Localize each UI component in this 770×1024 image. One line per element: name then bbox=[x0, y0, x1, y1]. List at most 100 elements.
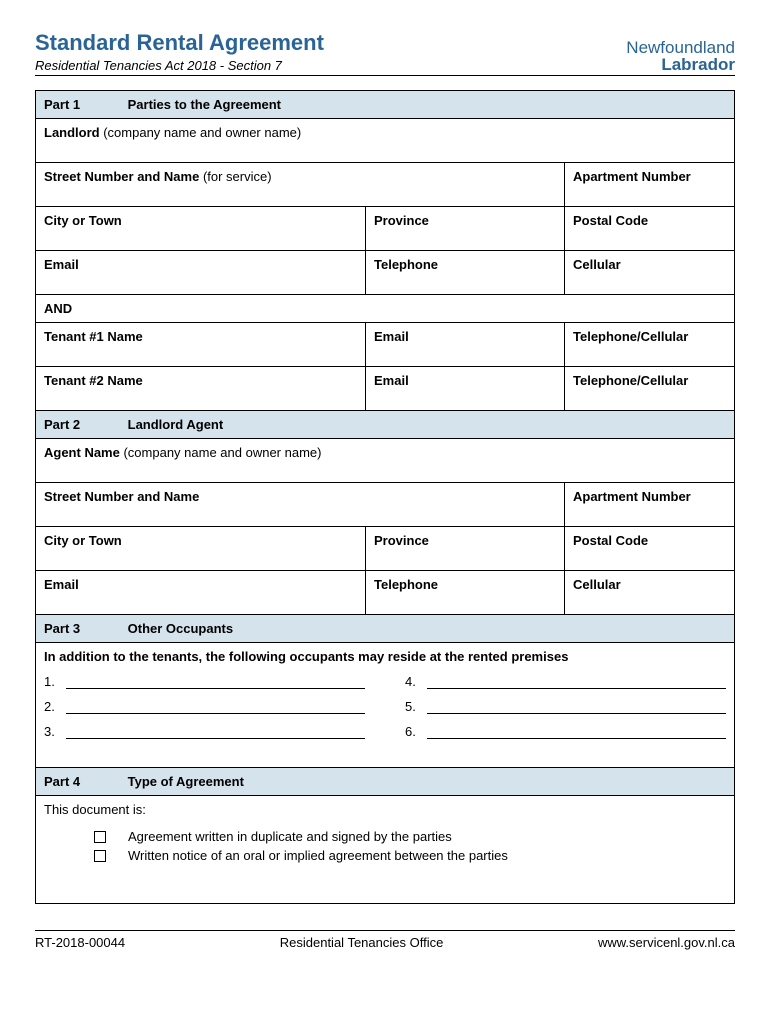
cellular-label: Cellular bbox=[573, 257, 621, 272]
subtitle: Residential Tenancies Act 2018 - Section… bbox=[35, 58, 324, 73]
form-table: Part 1 Parties to the Agreement Landlord… bbox=[35, 90, 735, 904]
part3-header: Part 3 Other Occupants bbox=[36, 615, 735, 643]
agent-postal-label: Postal Code bbox=[573, 533, 648, 548]
tenant2-phone-label: Telephone/Cellular bbox=[573, 373, 688, 388]
logo: Newfoundland Labrador bbox=[626, 39, 735, 73]
agent-hint: (company name and owner name) bbox=[120, 445, 322, 460]
telephone-label: Telephone bbox=[374, 257, 438, 272]
occ-num-1: 1. bbox=[44, 674, 58, 689]
postal-label: Postal Code bbox=[573, 213, 648, 228]
agent-postal-field[interactable]: Postal Code bbox=[565, 527, 735, 571]
occ-underline-1 bbox=[66, 675, 365, 689]
occ-num-5: 5. bbox=[405, 699, 419, 714]
agent-email-label: Email bbox=[44, 577, 79, 592]
part1-label: Part 1 bbox=[44, 97, 124, 112]
agreement-options: Agreement written in duplicate and signe… bbox=[44, 829, 726, 863]
part3-title: Other Occupants bbox=[128, 621, 233, 636]
agent-city-label: City or Town bbox=[44, 533, 122, 548]
apartment-field[interactable]: Apartment Number bbox=[565, 163, 735, 207]
tenant1-name-field[interactable]: Tenant #1 Name bbox=[36, 323, 366, 367]
agent-city-field[interactable]: City or Town bbox=[36, 527, 366, 571]
landlord-hint: (company name and owner name) bbox=[100, 125, 302, 140]
agent-telephone-field[interactable]: Telephone bbox=[366, 571, 565, 615]
agreement-intro: This document is: bbox=[44, 802, 726, 817]
agent-cellular-field[interactable]: Cellular bbox=[565, 571, 735, 615]
occupants-intro: In addition to the tenants, the followin… bbox=[44, 649, 726, 664]
part1-title: Parties to the Agreement bbox=[128, 97, 281, 112]
occupants-body: In addition to the tenants, the followin… bbox=[36, 643, 735, 768]
agent-telephone-label: Telephone bbox=[374, 577, 438, 592]
logo-line-1: Newfoundland bbox=[626, 39, 735, 56]
checkbox-2[interactable] bbox=[94, 850, 106, 862]
and-row: AND bbox=[36, 295, 735, 323]
tenant1-phone-field[interactable]: Telephone/Cellular bbox=[565, 323, 735, 367]
agent-street-label: Street Number and Name bbox=[44, 489, 199, 504]
occupant-line-2[interactable]: 2. bbox=[44, 699, 365, 714]
footer-left: RT-2018-00044 bbox=[35, 935, 125, 950]
occ-num-2: 2. bbox=[44, 699, 58, 714]
part2-header: Part 2 Landlord Agent bbox=[36, 411, 735, 439]
cellular-field[interactable]: Cellular bbox=[565, 251, 735, 295]
street-hint: (for service) bbox=[199, 169, 271, 184]
apartment-label: Apartment Number bbox=[573, 169, 691, 184]
occ-underline-3 bbox=[66, 725, 365, 739]
part4-header: Part 4 Type of Agreement bbox=[36, 768, 735, 796]
city-label: City or Town bbox=[44, 213, 122, 228]
tenant1-label: Tenant #1 Name bbox=[44, 329, 143, 344]
agreement-body: This document is: Agreement written in d… bbox=[36, 796, 735, 904]
agent-email-field[interactable]: Email bbox=[36, 571, 366, 615]
postal-field[interactable]: Postal Code bbox=[565, 207, 735, 251]
landlord-field[interactable]: Landlord (company name and owner name) bbox=[36, 119, 735, 163]
email-field[interactable]: Email bbox=[36, 251, 366, 295]
footer-right: www.servicenl.gov.nl.ca bbox=[598, 935, 735, 950]
tenant1-phone-label: Telephone/Cellular bbox=[573, 329, 688, 344]
occupant-line-5[interactable]: 5. bbox=[405, 699, 726, 714]
agent-province-label: Province bbox=[374, 533, 429, 548]
occ-underline-5 bbox=[427, 700, 726, 714]
main-title: Standard Rental Agreement bbox=[35, 30, 324, 56]
tenant2-phone-field[interactable]: Telephone/Cellular bbox=[565, 367, 735, 411]
occ-num-3: 3. bbox=[44, 724, 58, 739]
occupant-line-6[interactable]: 6. bbox=[405, 724, 726, 739]
agent-name-field[interactable]: Agent Name (company name and owner name) bbox=[36, 439, 735, 483]
occ-underline-6 bbox=[427, 725, 726, 739]
occ-num-4: 4. bbox=[405, 674, 419, 689]
part2-label: Part 2 bbox=[44, 417, 124, 432]
opt1-text: Agreement written in duplicate and signe… bbox=[128, 829, 452, 844]
tenant2-email-field[interactable]: Email bbox=[366, 367, 565, 411]
opt2-text: Written notice of an oral or implied agr… bbox=[128, 848, 508, 863]
agent-province-field[interactable]: Province bbox=[366, 527, 565, 571]
agreement-option-2: Written notice of an oral or implied agr… bbox=[94, 848, 726, 863]
agreement-option-1: Agreement written in duplicate and signe… bbox=[94, 829, 726, 844]
part2-title: Landlord Agent bbox=[128, 417, 224, 432]
occupant-line-3[interactable]: 3. bbox=[44, 724, 365, 739]
telephone-field[interactable]: Telephone bbox=[366, 251, 565, 295]
title-block: Standard Rental Agreement Residential Te… bbox=[35, 30, 324, 73]
tenant1-email-label: Email bbox=[374, 329, 409, 344]
occupant-line-1[interactable]: 1. bbox=[44, 674, 365, 689]
agent-apartment-field[interactable]: Apartment Number bbox=[565, 483, 735, 527]
part4-label: Part 4 bbox=[44, 774, 124, 789]
tenant1-email-field[interactable]: Email bbox=[366, 323, 565, 367]
province-field[interactable]: Province bbox=[366, 207, 565, 251]
agent-street-field[interactable]: Street Number and Name bbox=[36, 483, 565, 527]
part1-header: Part 1 Parties to the Agreement bbox=[36, 91, 735, 119]
part4-title: Type of Agreement bbox=[128, 774, 244, 789]
and-label: AND bbox=[44, 301, 72, 316]
page-footer: RT-2018-00044 Residential Tenancies Offi… bbox=[35, 930, 735, 950]
agent-apartment-label: Apartment Number bbox=[573, 489, 691, 504]
province-label: Province bbox=[374, 213, 429, 228]
street-label: Street Number and Name bbox=[44, 169, 199, 184]
city-field[interactable]: City or Town bbox=[36, 207, 366, 251]
landlord-label: Landlord bbox=[44, 125, 100, 140]
email-label: Email bbox=[44, 257, 79, 272]
checkbox-1[interactable] bbox=[94, 831, 106, 843]
footer-center: Residential Tenancies Office bbox=[280, 935, 444, 950]
tenant2-name-field[interactable]: Tenant #2 Name bbox=[36, 367, 366, 411]
street-field[interactable]: Street Number and Name (for service) bbox=[36, 163, 565, 207]
agent-label: Agent Name bbox=[44, 445, 120, 460]
tenant2-label: Tenant #2 Name bbox=[44, 373, 143, 388]
occupant-line-4[interactable]: 4. bbox=[405, 674, 726, 689]
occ-underline-4 bbox=[427, 675, 726, 689]
tenant2-email-label: Email bbox=[374, 373, 409, 388]
